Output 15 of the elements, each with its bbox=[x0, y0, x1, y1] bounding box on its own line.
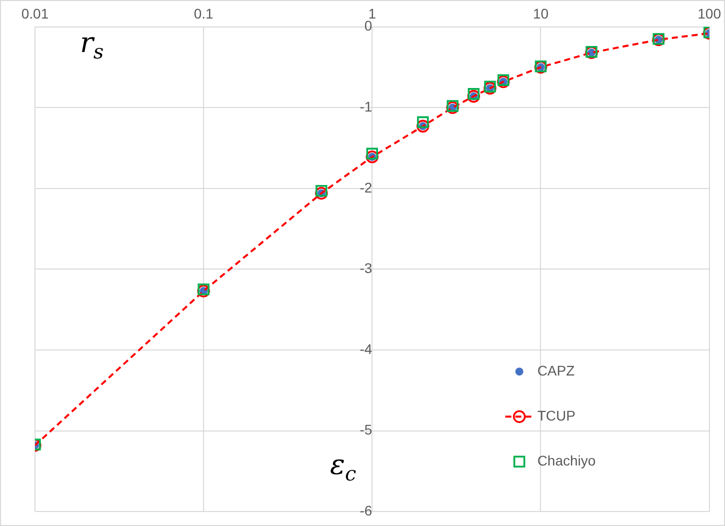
y-tick-label: -2 bbox=[360, 179, 372, 196]
legend-label: TCUP bbox=[537, 407, 576, 424]
y-tick-label: -1 bbox=[360, 98, 372, 114]
legend-label: CAPZ bbox=[537, 362, 576, 378]
y-tick-label: -4 bbox=[360, 340, 372, 357]
x-axis-title: r$_{s}$ bbox=[80, 26, 104, 64]
x-tick-label: 0.1 bbox=[194, 5, 214, 22]
y-tick-label: -5 bbox=[360, 422, 372, 438]
legend-label: Chachiyo bbox=[537, 452, 596, 468]
x-tick-label: 10 bbox=[532, 5, 549, 22]
y-axis-title: ε$_{c}$ bbox=[330, 448, 356, 486]
x-tick-label: 0.01 bbox=[21, 5, 49, 22]
y-tick-label: -6 bbox=[360, 502, 372, 518]
y-tick-label: -3 bbox=[360, 260, 372, 276]
x-tick-label: 100 bbox=[698, 5, 722, 22]
